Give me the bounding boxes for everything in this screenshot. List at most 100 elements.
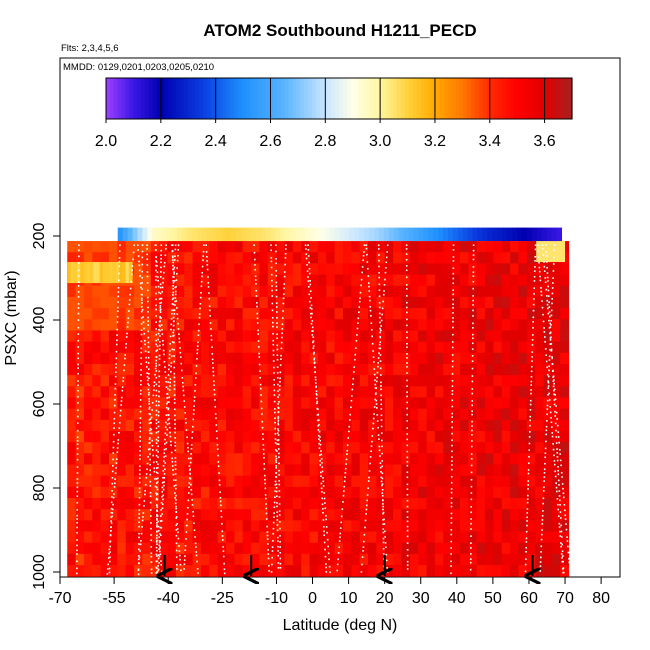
sample-dot [540,556,542,559]
sample-dot [213,393,216,396]
sample-dot [142,512,145,514]
heatmap-cell [510,497,520,510]
sample-dot [362,259,364,262]
sample-dot [472,254,475,256]
heatmap-cell [543,363,553,376]
sample-dot [561,476,563,478]
sample-dot [339,527,342,529]
sample-dot [471,429,473,432]
sample-dot [76,521,78,524]
sample-dot [471,434,473,436]
sample-dot [471,404,473,407]
sample-dot [406,488,409,490]
sample-dot [547,380,550,382]
sample-dot [115,350,118,353]
sample-dot [278,401,280,403]
sample-dot [149,491,152,494]
sample-dot [169,378,172,380]
sample-dot [259,383,262,386]
sample-dot [147,300,149,303]
sample-dot [155,572,158,574]
heatmap-cell [242,352,252,365]
heatmap-cell [401,263,411,276]
sample-dot [406,372,408,374]
heatmap-cell [142,375,152,387]
heatmap-cell [543,509,553,521]
heatmap-cell [267,453,277,465]
sample-dot [552,270,555,272]
heatmap-cell [284,252,294,264]
heatmap-cell [226,520,235,533]
heatmap-cell [368,497,377,510]
sample-dot [189,468,192,470]
heatmap-cell [434,375,444,387]
heatmap-cell [292,565,302,577]
sample-dot [549,326,552,328]
heatmap-cell [351,241,361,253]
sample-dot [452,317,454,319]
sample-dot [110,507,113,510]
sample-dot [129,293,131,296]
heatmap-cell [452,227,459,242]
heatmap-cell [100,553,110,566]
heatmap-cell [109,520,118,533]
sample-dot [155,355,158,358]
sample-dot [162,339,164,342]
sample-dot [545,360,548,363]
sample-dot [77,269,80,272]
heatmap-cell [518,274,528,287]
heatmap-cell [560,419,570,432]
heatmap-cell [485,509,494,521]
sample-dot [159,311,162,313]
heatmap-cell [334,419,344,432]
sample-dot [451,360,454,363]
sample-dot [156,498,159,501]
sample-dot [551,432,554,434]
heatmap-cell [209,252,219,264]
heatmap-cell [251,520,260,533]
heatmap-cell [368,531,377,544]
heatmap-cell [535,531,545,544]
heatmap-cell [175,497,185,510]
sample-dot [543,468,546,471]
heatmap-cell [359,319,369,331]
heatmap-cell [326,319,336,331]
heatmap-cell [543,486,553,499]
sample-dot [146,468,148,471]
heatmap-cell [134,486,143,499]
heatmap-cell [326,419,336,432]
colorbar-swatch [304,78,309,119]
sample-dot [361,563,363,566]
sample-dot [116,334,118,336]
sample-dot [176,313,179,315]
sample-dot [172,335,174,337]
heatmap-cell [384,542,394,555]
heatmap-cell [259,274,269,287]
heatmap-cell [526,531,536,544]
sample-dot [382,531,385,534]
sample-dot [77,357,80,360]
colorbar-swatch [175,78,181,119]
heatmap-cell [267,464,277,477]
sample-dot [173,348,175,351]
heatmap-cell [472,227,479,242]
sample-dot [527,494,529,497]
sample-dot [525,537,528,540]
sample-dot [155,414,158,416]
sample-dot [140,369,142,371]
sample-dot [156,534,158,537]
sample-dot [471,380,474,383]
heatmap-cell [501,330,511,343]
sample-dot [337,558,339,561]
heatmap-cell [109,330,118,343]
sample-dot [550,336,552,339]
heatmap-cell [167,408,177,421]
sample-dot [566,536,568,538]
heatmap-cell [217,475,227,488]
heatmap-cell [92,408,102,421]
sample-dot [355,347,357,349]
heatmap-cell [75,408,85,421]
heatmap-cell [192,475,202,488]
sample-dot [312,347,315,349]
heatmap-cell [200,274,210,287]
